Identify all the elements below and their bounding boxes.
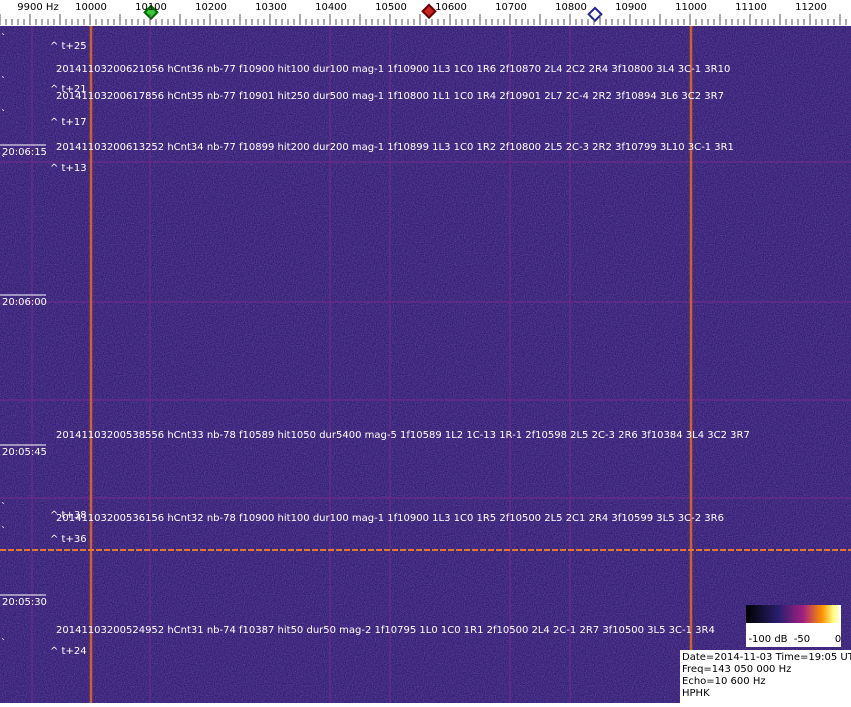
info-line: Echo=10 600 Hz xyxy=(682,676,766,687)
freq-label: 10700 xyxy=(495,2,527,13)
offset-label: ^ t+17 xyxy=(50,117,87,128)
colorbar-label-bg xyxy=(746,623,841,647)
info-line: Freq=143 050 000 Hz xyxy=(682,664,791,675)
freq-label: 10000 xyxy=(75,2,107,13)
freq-label: 10800 xyxy=(555,2,587,13)
freq-label: 11100 xyxy=(735,2,767,13)
offset-label: ^ t+24 xyxy=(50,646,87,657)
offset-label: ^ t+38 xyxy=(50,510,87,521)
time-label: 20:06:00 xyxy=(2,297,47,308)
colorbar-label: -100 dB xyxy=(748,634,787,645)
info-line: Date=2014-11-03 Time=19:05 UTC xyxy=(682,652,851,663)
markers xyxy=(143,3,603,23)
freq-label: 10400 xyxy=(315,2,347,13)
tick-mark: ` xyxy=(1,501,6,513)
offset-label: ^ t+21 xyxy=(50,84,87,95)
time-label: 20:05:45 xyxy=(2,447,47,458)
detection-record: 20141103200621056 hCnt36 nb-77 f10900 hi… xyxy=(56,64,730,75)
detection-record: 20141103200536156 hCnt32 nb-78 f10900 hi… xyxy=(56,513,724,524)
colorbar-label: 0 xyxy=(835,634,841,645)
tick-mark: ` xyxy=(1,75,6,87)
tick-mark: ` xyxy=(1,32,6,44)
freq-label: 10200 xyxy=(195,2,227,13)
offset-label: ^ t+36 xyxy=(50,534,87,545)
noise xyxy=(0,26,851,703)
freq-label: 10500 xyxy=(375,2,407,13)
detection-record: 20141103200538556 hCnt33 nb-78 f10589 hi… xyxy=(56,430,750,441)
detection-record: 20141103200613252 hCnt34 nb-77 f10899 hi… xyxy=(56,142,734,153)
freq-label: 11200 xyxy=(795,2,827,13)
freq-label: 10600 xyxy=(435,2,467,13)
freq-label: 10900 xyxy=(615,2,647,13)
tick-mark: ` xyxy=(1,154,6,166)
offset-label: ^ t+25 xyxy=(50,41,87,52)
offset-label: ^ t+13 xyxy=(50,163,87,174)
detection-record: 20141103200617856 hCnt35 nb-77 f10901 hi… xyxy=(56,91,724,102)
time-label: 20:06:15 xyxy=(2,147,47,158)
freq-label: 11000 xyxy=(675,2,707,13)
info-line: HPHK xyxy=(682,688,710,699)
time-label: 20:05:30 xyxy=(2,597,47,608)
tick-mark: ` xyxy=(1,108,6,120)
freq-label: 10100 xyxy=(135,2,167,13)
info-box xyxy=(680,650,851,703)
tick-mark: ` xyxy=(1,637,6,649)
colorbar-label: -50 xyxy=(794,634,810,645)
freq-label: 9900 Hz xyxy=(17,2,58,13)
tick-mark: ` xyxy=(1,525,6,537)
freq-label: 10300 xyxy=(255,2,287,13)
colorbar xyxy=(746,605,841,623)
detection-record: 20141103200524952 hCnt31 nb-74 f10387 hi… xyxy=(56,625,715,636)
faint-lines xyxy=(0,26,851,703)
